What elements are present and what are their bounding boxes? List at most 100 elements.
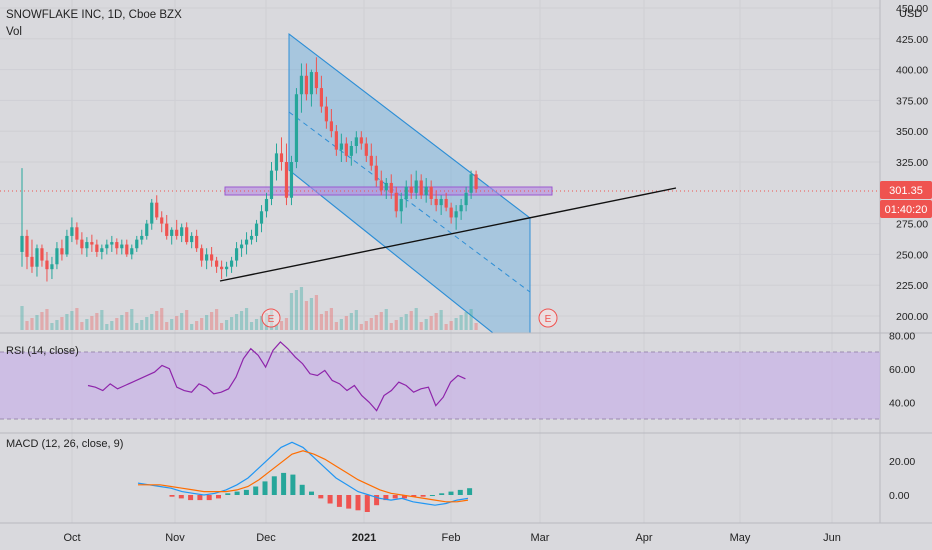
candle-body — [210, 254, 214, 261]
volume-bar — [45, 309, 49, 330]
time-tick-label: Feb — [442, 532, 461, 544]
macd-histogram-bar — [448, 491, 454, 495]
earnings-marker[interactable]: E — [261, 308, 281, 328]
macd-histogram-bar — [439, 493, 445, 495]
candle-body — [239, 244, 244, 249]
volume-bar — [234, 314, 239, 330]
grid-lines — [0, 0, 880, 523]
volume-bar — [284, 318, 289, 330]
volume-bar — [274, 324, 279, 330]
candle-body — [40, 248, 44, 261]
volume-bar — [90, 316, 94, 330]
candle-body — [120, 244, 124, 249]
candle-body — [195, 235, 199, 249]
volume-bar — [329, 308, 333, 330]
candle-body — [185, 227, 189, 243]
candle-body — [30, 256, 34, 267]
volume-bar — [185, 310, 189, 330]
price-tick-label: 350.00 — [896, 126, 928, 138]
candle-body — [389, 182, 393, 193]
rsi-axis: 80.00 60.00 40.00 — [889, 330, 915, 409]
candle-body — [35, 248, 39, 267]
macd-histogram-bar — [392, 495, 398, 499]
macd-histogram-bar — [243, 489, 249, 495]
signal-line — [138, 450, 469, 503]
price-tick-label: 325.00 — [896, 157, 928, 169]
candle-body — [130, 248, 134, 255]
time-tick-label: Oct — [63, 532, 80, 544]
candle-body — [284, 162, 289, 198]
volume-bar — [150, 314, 154, 330]
time-tick-label: Nov — [165, 532, 185, 544]
candle-body — [304, 75, 309, 95]
candle-body — [379, 180, 383, 191]
volume-bar — [80, 322, 84, 330]
volume-bar — [120, 315, 124, 330]
price-axis[interactable]: 450.00 425.00 400.00 375.00 350.00 325.00 275.… — [896, 3, 928, 323]
regression-channel[interactable] — [288, 32, 531, 334]
macd-histogram-bar — [374, 495, 380, 506]
volume-bar — [75, 308, 79, 330]
candle-body — [449, 207, 453, 218]
candle-body — [464, 192, 468, 206]
volume-bar — [439, 310, 443, 330]
candle-body — [459, 205, 463, 212]
symbol-title: SNOWFLAKE INC, 1D, Cboe BZX — [6, 9, 182, 21]
candle-body — [404, 186, 408, 199]
macd-histogram-bar — [281, 472, 287, 495]
volume-bar — [200, 318, 204, 330]
volume-bar — [35, 315, 39, 330]
macd-histogram — [169, 472, 473, 512]
rsi-tick-label: 80.00 — [889, 330, 915, 342]
candle-body — [424, 186, 428, 196]
time-axis[interactable]: Oct Nov Dec 2021 Feb Mar Apr May Jun — [63, 532, 840, 544]
candle-body — [75, 227, 79, 240]
candle-body — [374, 165, 378, 181]
trend-line[interactable] — [219, 187, 677, 282]
volume-bar — [215, 309, 219, 330]
volume-bar — [50, 323, 54, 330]
volume-bar — [324, 311, 328, 330]
candle-body — [110, 242, 114, 245]
volume-bar — [70, 311, 74, 330]
candle-body — [95, 244, 99, 252]
candle-body — [369, 155, 373, 166]
volume-bar — [20, 306, 24, 330]
volume-bar — [100, 310, 104, 330]
candle-body — [274, 153, 279, 171]
volume-bar — [229, 317, 234, 330]
volume-bar — [374, 315, 378, 330]
price-tag — [880, 181, 932, 199]
time-tick-label: Mar — [531, 532, 550, 544]
volume-bar — [449, 321, 453, 330]
candle-body — [254, 223, 259, 236]
candle-body — [299, 75, 304, 95]
candle-body — [170, 229, 174, 236]
macd-histogram-bar — [188, 495, 194, 501]
volume-bar — [30, 318, 34, 330]
price-tick-label: 375.00 — [896, 95, 928, 107]
macd-histogram-bar — [318, 495, 324, 499]
rsi-tick-label: 60.00 — [889, 364, 915, 376]
price-tick-label: 425.00 — [896, 34, 928, 46]
earnings-marker[interactable]: E — [538, 308, 558, 328]
candle-body — [289, 162, 294, 198]
macd-histogram-bar — [253, 486, 259, 495]
volume-bar — [434, 313, 438, 330]
candle-body — [65, 235, 69, 255]
volume-bar — [259, 316, 264, 330]
candle-body — [180, 227, 184, 236]
macd-histogram-bar — [169, 495, 175, 497]
macd-histogram-bar — [429, 495, 435, 496]
rsi-band — [0, 352, 880, 419]
macd-histogram-bar — [420, 495, 426, 497]
candle-body — [115, 242, 119, 249]
candle-body — [399, 198, 403, 212]
volume-bar — [289, 293, 294, 330]
candle-body — [45, 260, 49, 270]
candle-body — [175, 229, 179, 236]
candle-body — [125, 244, 129, 255]
volume-bar — [354, 310, 358, 330]
candle-body — [319, 88, 323, 107]
